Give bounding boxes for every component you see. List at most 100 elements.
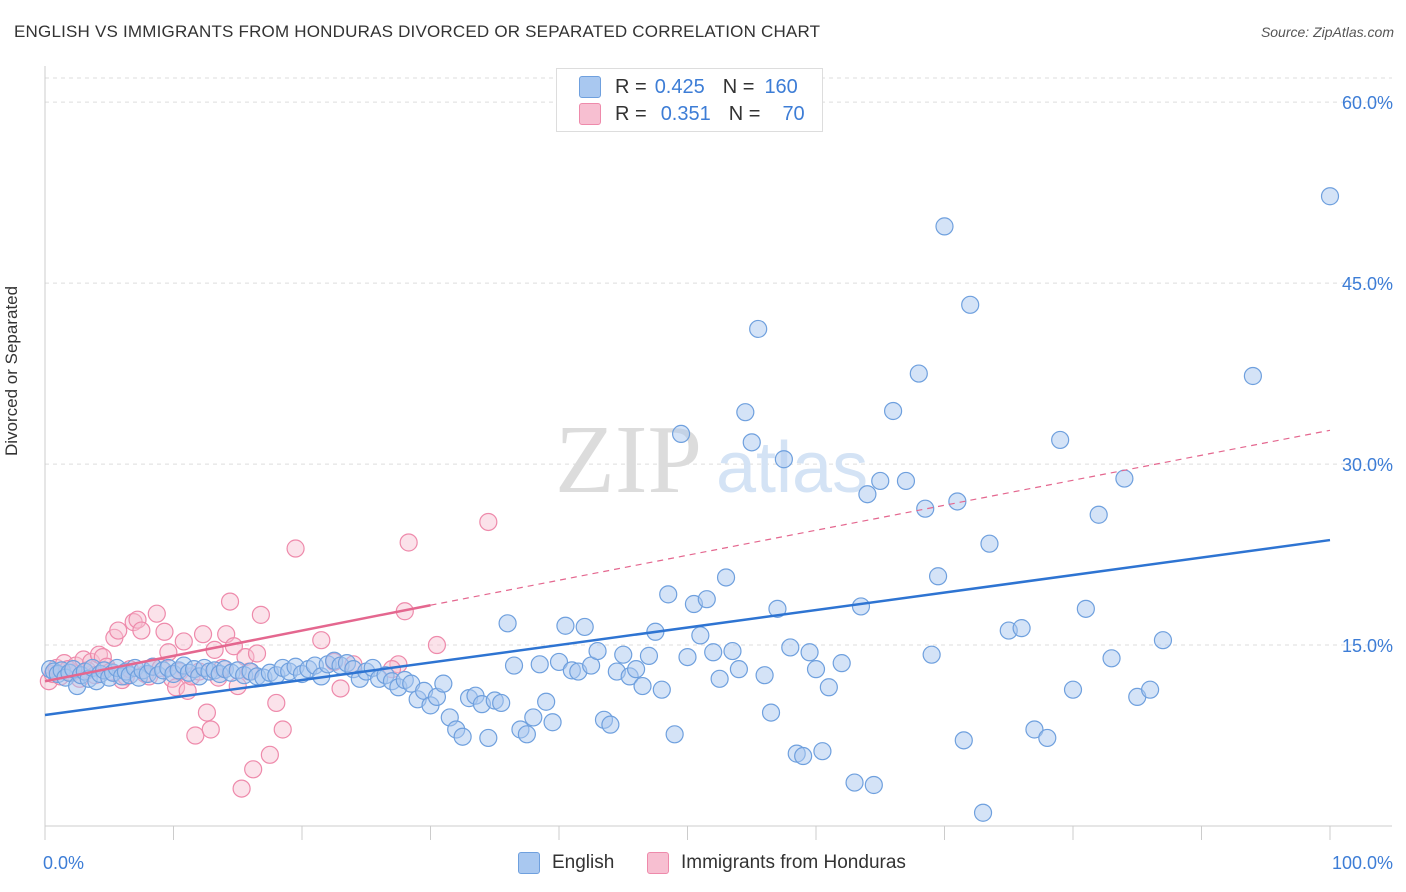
english-point — [761, 703, 781, 722]
legend-english-label: English — [552, 852, 615, 873]
honduras-point — [312, 631, 331, 650]
y-axis-label: Divorced or Separated — [2, 285, 21, 456]
honduras-point — [147, 604, 166, 623]
correlation-legend: R = 0.425 N = 160 R = 0.351 N = 70 — [556, 68, 823, 132]
honduras-point — [331, 679, 350, 698]
honduras-point — [197, 703, 217, 722]
english-point — [1076, 599, 1095, 618]
english-point — [768, 599, 787, 618]
english-point — [710, 669, 729, 688]
english-point — [832, 654, 851, 673]
honduras-point — [201, 720, 220, 739]
english-point — [556, 616, 575, 635]
y-tick-label: 60.0% — [1342, 93, 1393, 113]
english-point — [935, 217, 954, 236]
english-point — [845, 773, 864, 792]
english-point — [928, 567, 948, 586]
legend-honduras-label: Immigrants from Honduras — [681, 852, 906, 873]
english-point — [479, 728, 498, 748]
english-point — [883, 401, 903, 421]
honduras-point — [244, 760, 263, 779]
english-point — [1012, 619, 1031, 638]
english-point — [755, 666, 774, 685]
english-point — [524, 708, 543, 727]
legend-row-english: R = 0.425 N = 160 — [579, 75, 798, 99]
watermark-atlas: atlas — [716, 428, 868, 508]
english-point — [575, 617, 594, 637]
honduras-point — [247, 644, 267, 663]
english-point — [453, 727, 472, 746]
honduras-swatch — [647, 852, 669, 874]
source-label: Source: ZipAtlas.com — [1260, 24, 1394, 40]
english-point — [1153, 631, 1173, 650]
english-point — [749, 319, 768, 339]
english-point — [794, 746, 813, 766]
english-point — [678, 647, 697, 667]
honduras-trend-line — [44, 603, 431, 683]
english-point — [871, 471, 890, 491]
english-point — [588, 641, 607, 661]
honduras-point — [479, 512, 498, 532]
english-point — [980, 534, 999, 553]
english-point — [639, 646, 659, 665]
honduras-point — [109, 621, 128, 640]
n-value-honduras: 70 — [782, 102, 805, 125]
x-tick-label: 100.0% — [1332, 853, 1393, 873]
english-point — [1115, 469, 1134, 488]
english-point — [659, 585, 678, 604]
english-point — [916, 499, 935, 518]
chart-title: ENGLISH VS IMMIGRANTS FROM HONDURAS DIVO… — [14, 22, 821, 41]
english-swatch — [518, 852, 540, 874]
english-point — [1025, 720, 1044, 739]
legend-item-honduras[interactable]: Immigrants from Honduras — [647, 852, 906, 874]
english-point — [601, 715, 620, 734]
english-point — [691, 626, 710, 645]
english-point — [671, 424, 691, 444]
legend-item-english[interactable]: English — [518, 852, 614, 874]
honduras-point — [220, 592, 240, 611]
english-point — [800, 643, 819, 662]
english-point — [704, 643, 723, 662]
english-point — [954, 731, 973, 750]
english-point — [774, 450, 793, 469]
honduras-point — [128, 610, 147, 629]
english-point — [549, 652, 569, 672]
honduras-point — [174, 632, 193, 651]
english-point — [1063, 680, 1083, 699]
watermark: ZIP atlas — [555, 406, 868, 514]
english-trend-line — [44, 538, 1331, 717]
english-point — [652, 680, 671, 699]
honduras-point — [251, 605, 270, 624]
x-tick-label: 0.0% — [43, 853, 84, 873]
english-point — [723, 641, 742, 661]
english-point — [517, 725, 536, 744]
honduras-trend-extension — [430, 429, 1331, 606]
english-point — [864, 775, 883, 795]
honduras-point — [132, 621, 151, 640]
series-legend: English Immigrants from Honduras — [0, 852, 1406, 878]
honduras-point — [273, 720, 292, 739]
english-point — [626, 660, 646, 679]
english-point — [922, 645, 941, 664]
english-point — [504, 656, 524, 675]
english-point — [1320, 187, 1340, 206]
english-point — [736, 403, 755, 422]
english-point — [498, 614, 517, 633]
english-point — [729, 660, 749, 679]
honduras-point — [232, 779, 251, 798]
english-swatch — [579, 76, 601, 98]
legend-row-honduras: R = 0.351 N = 70 — [579, 102, 805, 126]
english-point — [697, 590, 716, 609]
honduras-point — [193, 625, 213, 644]
english-point — [1038, 728, 1057, 748]
english-point — [813, 742, 832, 761]
english-point — [909, 364, 928, 383]
honduras-point — [155, 622, 174, 641]
y-tick-label: 45.0% — [1342, 274, 1393, 294]
n-value-english: 160 — [764, 75, 798, 98]
r-value-english: 0.425 — [654, 75, 705, 98]
english-point — [819, 678, 838, 697]
watermark-zip: ZIP — [555, 406, 702, 514]
english-point — [806, 660, 826, 679]
